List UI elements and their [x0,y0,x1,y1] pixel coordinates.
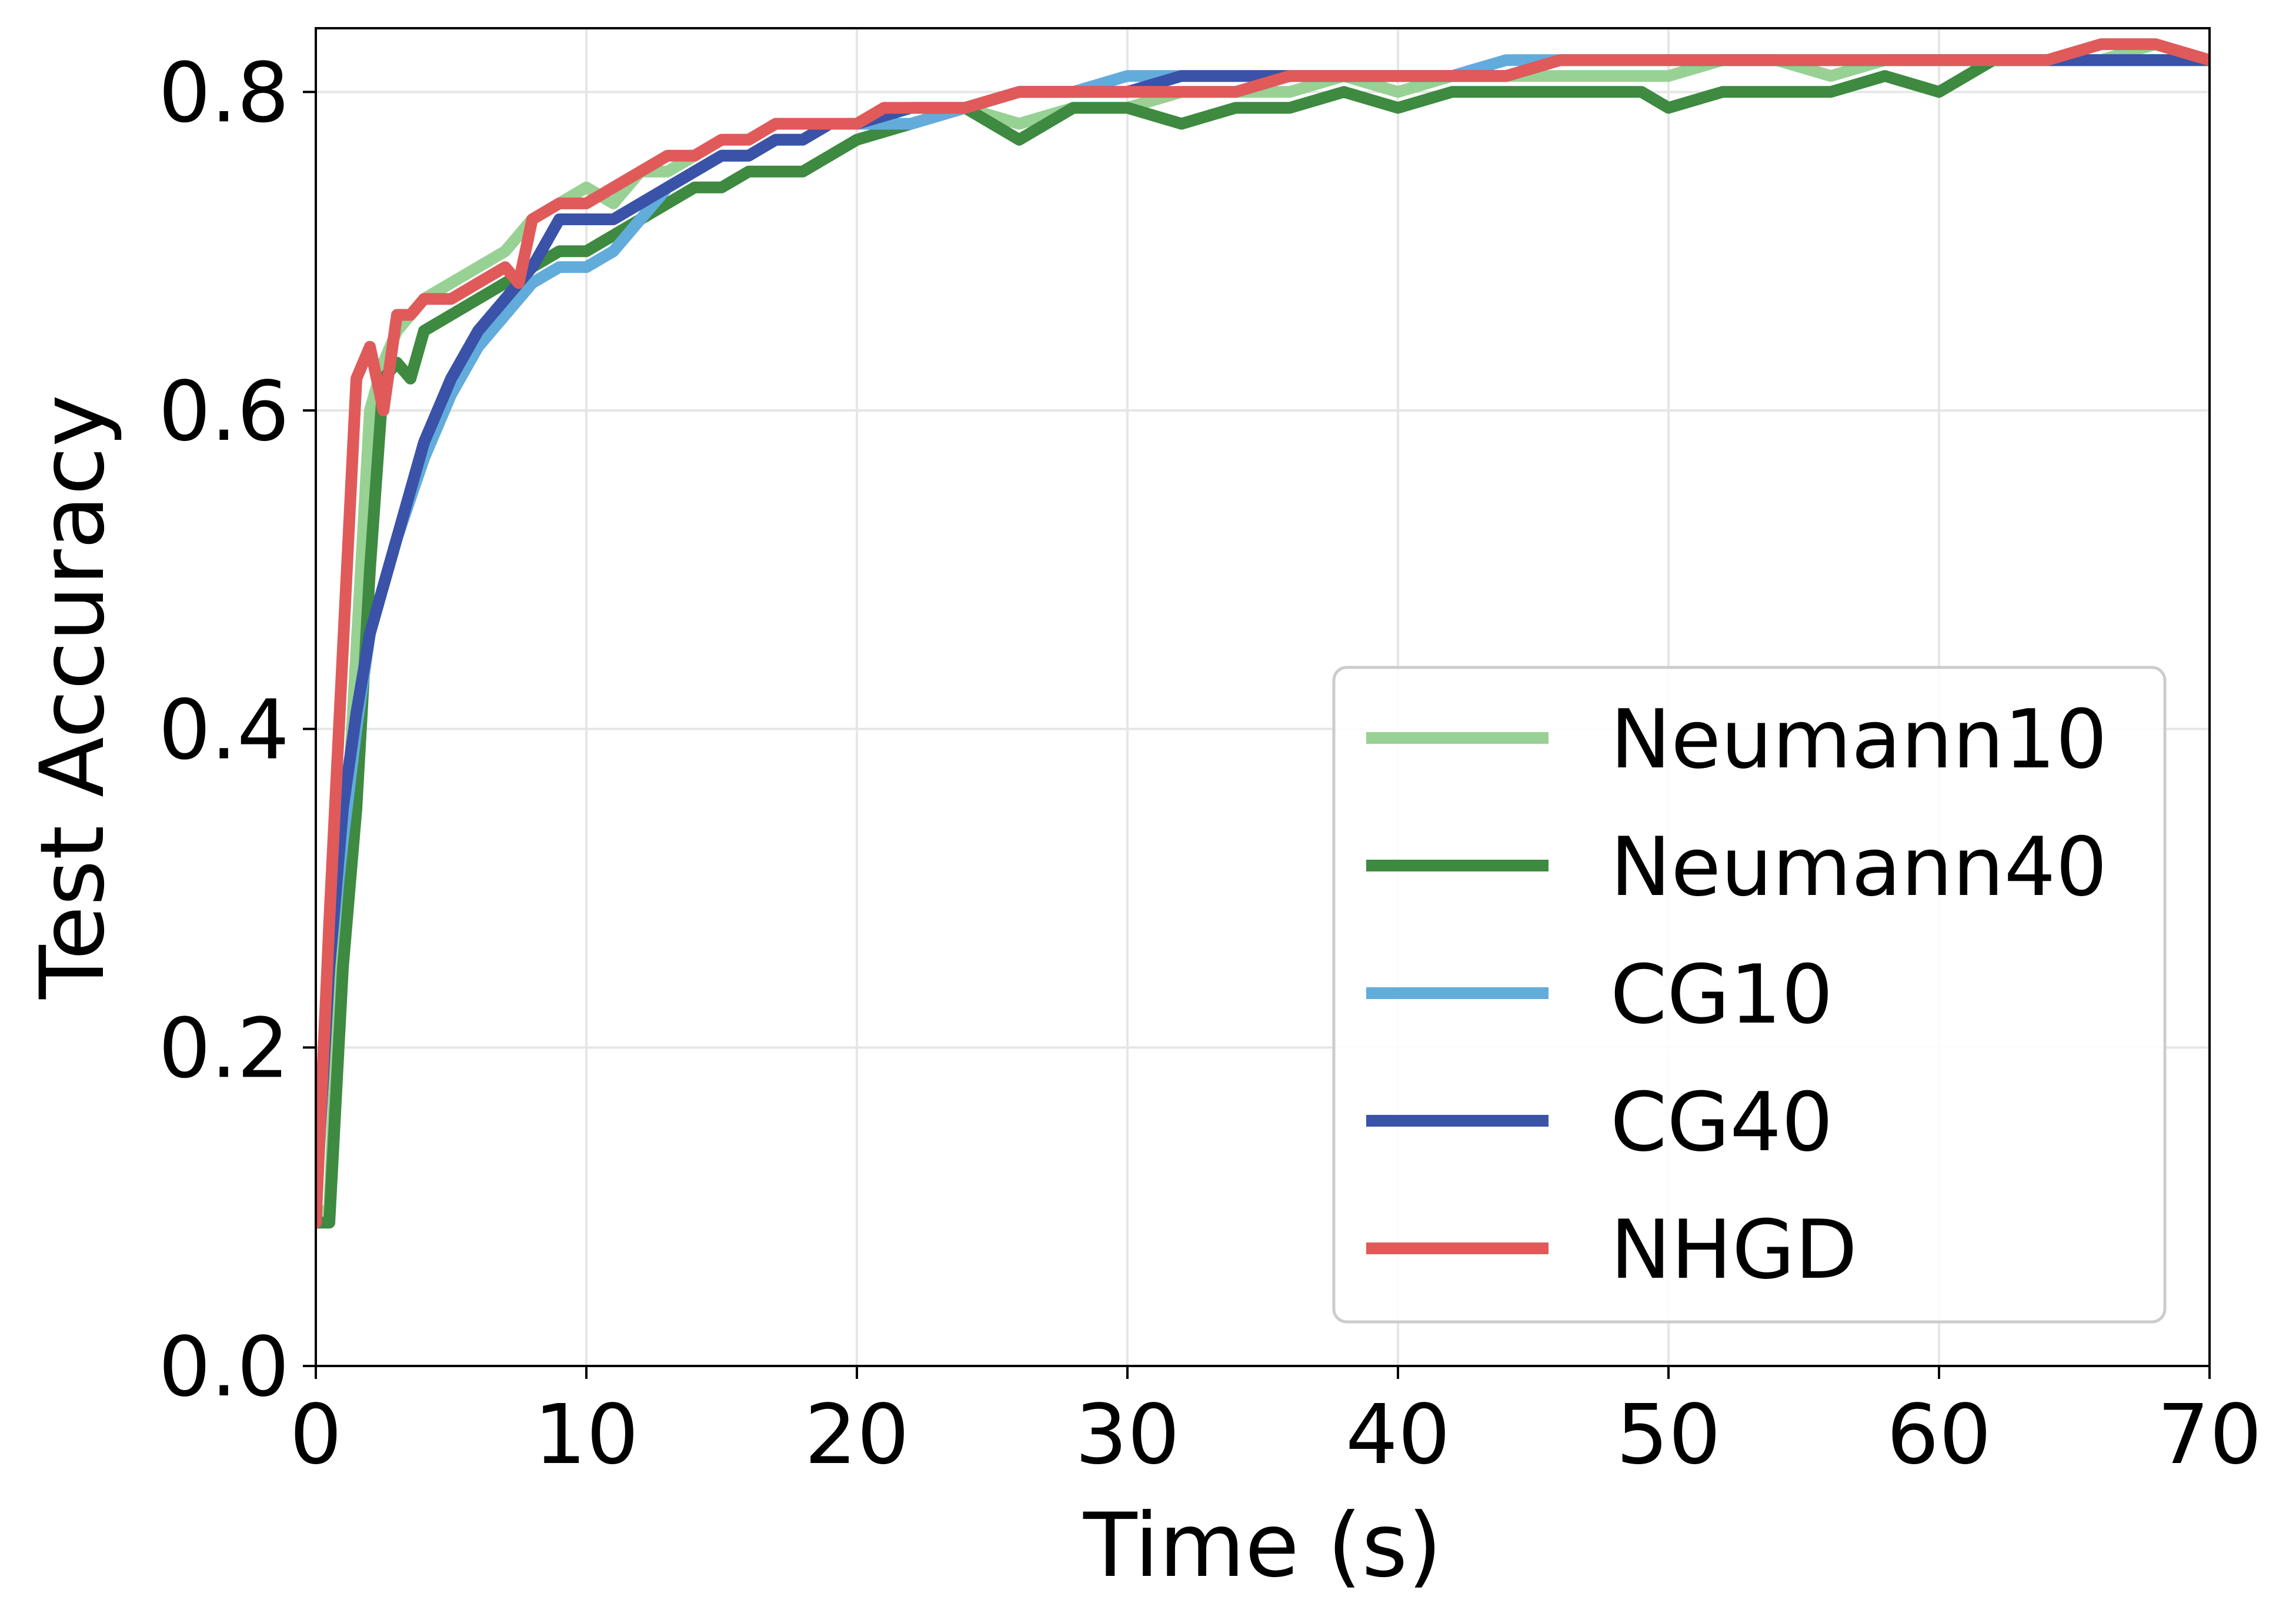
y-tick-label: 0.8 [158,45,289,141]
legend-box [1332,666,2167,1324]
x-tick-label: 40 [1346,1387,1450,1483]
legend: Neumann10 Neumann40 CG10 CG40 NHGD [1332,666,2167,1324]
y-tick-label: 0.2 [158,1001,289,1097]
y-axis: 0.0 0.2 0.4 0.6 0.8 [158,45,316,1415]
series-group [316,38,2210,1229]
legend-label: CG10 [1610,947,1833,1042]
y-axis-label: Test Accuracy [22,395,124,1000]
legend-label: Neumann10 [1610,692,2107,787]
x-tick-label: 0 [289,1387,342,1483]
legend-label: NHGD [1610,1203,1857,1297]
y-tick-label: 0.6 [158,364,289,460]
x-tick-label: 70 [2157,1387,2262,1483]
legend-label: CG40 [1610,1075,1833,1170]
y-tick-label: 0.4 [158,683,289,779]
series-line-nhgd [316,38,2210,1229]
x-axis-label: Time (s) [1083,1495,1442,1597]
plot-frame [315,27,2211,1367]
x-axis: 0 10 20 30 40 50 60 70 [289,1366,2262,1483]
x-tick-label: 50 [1616,1387,1721,1483]
x-tick-label: 60 [1887,1387,1991,1483]
y-tick-label: 0.0 [158,1320,289,1415]
x-tick-label: 20 [805,1387,909,1483]
x-tick-label: 30 [1075,1387,1180,1483]
legend-label: Neumann40 [1610,820,2107,914]
x-tick-label: 10 [534,1387,639,1483]
